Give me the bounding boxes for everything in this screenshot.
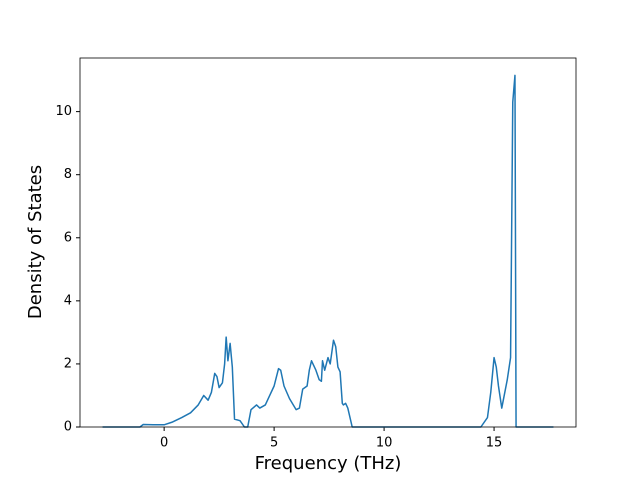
x-tick-label: 0 bbox=[160, 436, 168, 451]
y-tick-label: 10 bbox=[55, 104, 72, 119]
y-tick-label: 6 bbox=[64, 230, 72, 245]
plot-frame bbox=[79, 57, 577, 428]
x-tick-label: 5 bbox=[270, 436, 278, 451]
y-tick-label: 8 bbox=[64, 167, 72, 182]
y-tick-label: 4 bbox=[64, 293, 72, 308]
y-axis-label: Density of States bbox=[25, 165, 46, 319]
line bbox=[102, 74, 554, 428]
y-tick-label: 0 bbox=[64, 420, 72, 435]
x-axis-label: Frequency (THz) bbox=[255, 453, 402, 474]
x-tick-label: 10 bbox=[376, 436, 393, 451]
y-tick-label: 2 bbox=[64, 356, 72, 371]
x-tick-label: 15 bbox=[486, 436, 503, 451]
